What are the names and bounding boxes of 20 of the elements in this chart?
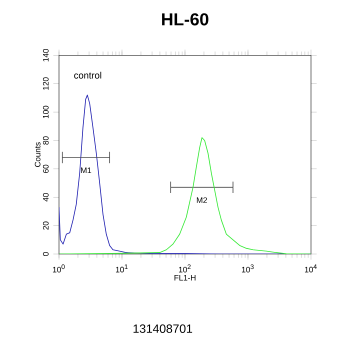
y-axis-title: Counts xyxy=(34,142,40,167)
y-tick-label: 120 xyxy=(42,77,49,90)
annotation: control xyxy=(74,72,102,79)
y-tick-label: 20 xyxy=(42,221,49,230)
y-tick-label: 40 xyxy=(42,193,49,202)
series-label: M2 xyxy=(196,197,207,203)
x-tick-label: 10$^{2}$ xyxy=(178,264,191,272)
x-tick-label: 10$^{1}$ xyxy=(116,264,128,272)
y-tick-label: 140 xyxy=(42,48,49,62)
y-tick-label: 80 xyxy=(42,136,49,145)
x-axis-title: FL1-H xyxy=(174,274,196,280)
chart-title: HL-60 xyxy=(162,13,208,26)
text: 131408701 xyxy=(134,324,192,333)
y-tick-label: 100 xyxy=(42,106,49,118)
series-label: M1 xyxy=(81,168,92,174)
x-tick-label: 10$^{0}$ xyxy=(52,264,65,272)
x-tick-label: 10$^{4}$ xyxy=(304,264,317,272)
y-tick-label: 0 xyxy=(42,252,49,256)
y-tick-label: 60 xyxy=(42,164,49,173)
x-tick-label: 10$^{3}$ xyxy=(242,264,254,272)
